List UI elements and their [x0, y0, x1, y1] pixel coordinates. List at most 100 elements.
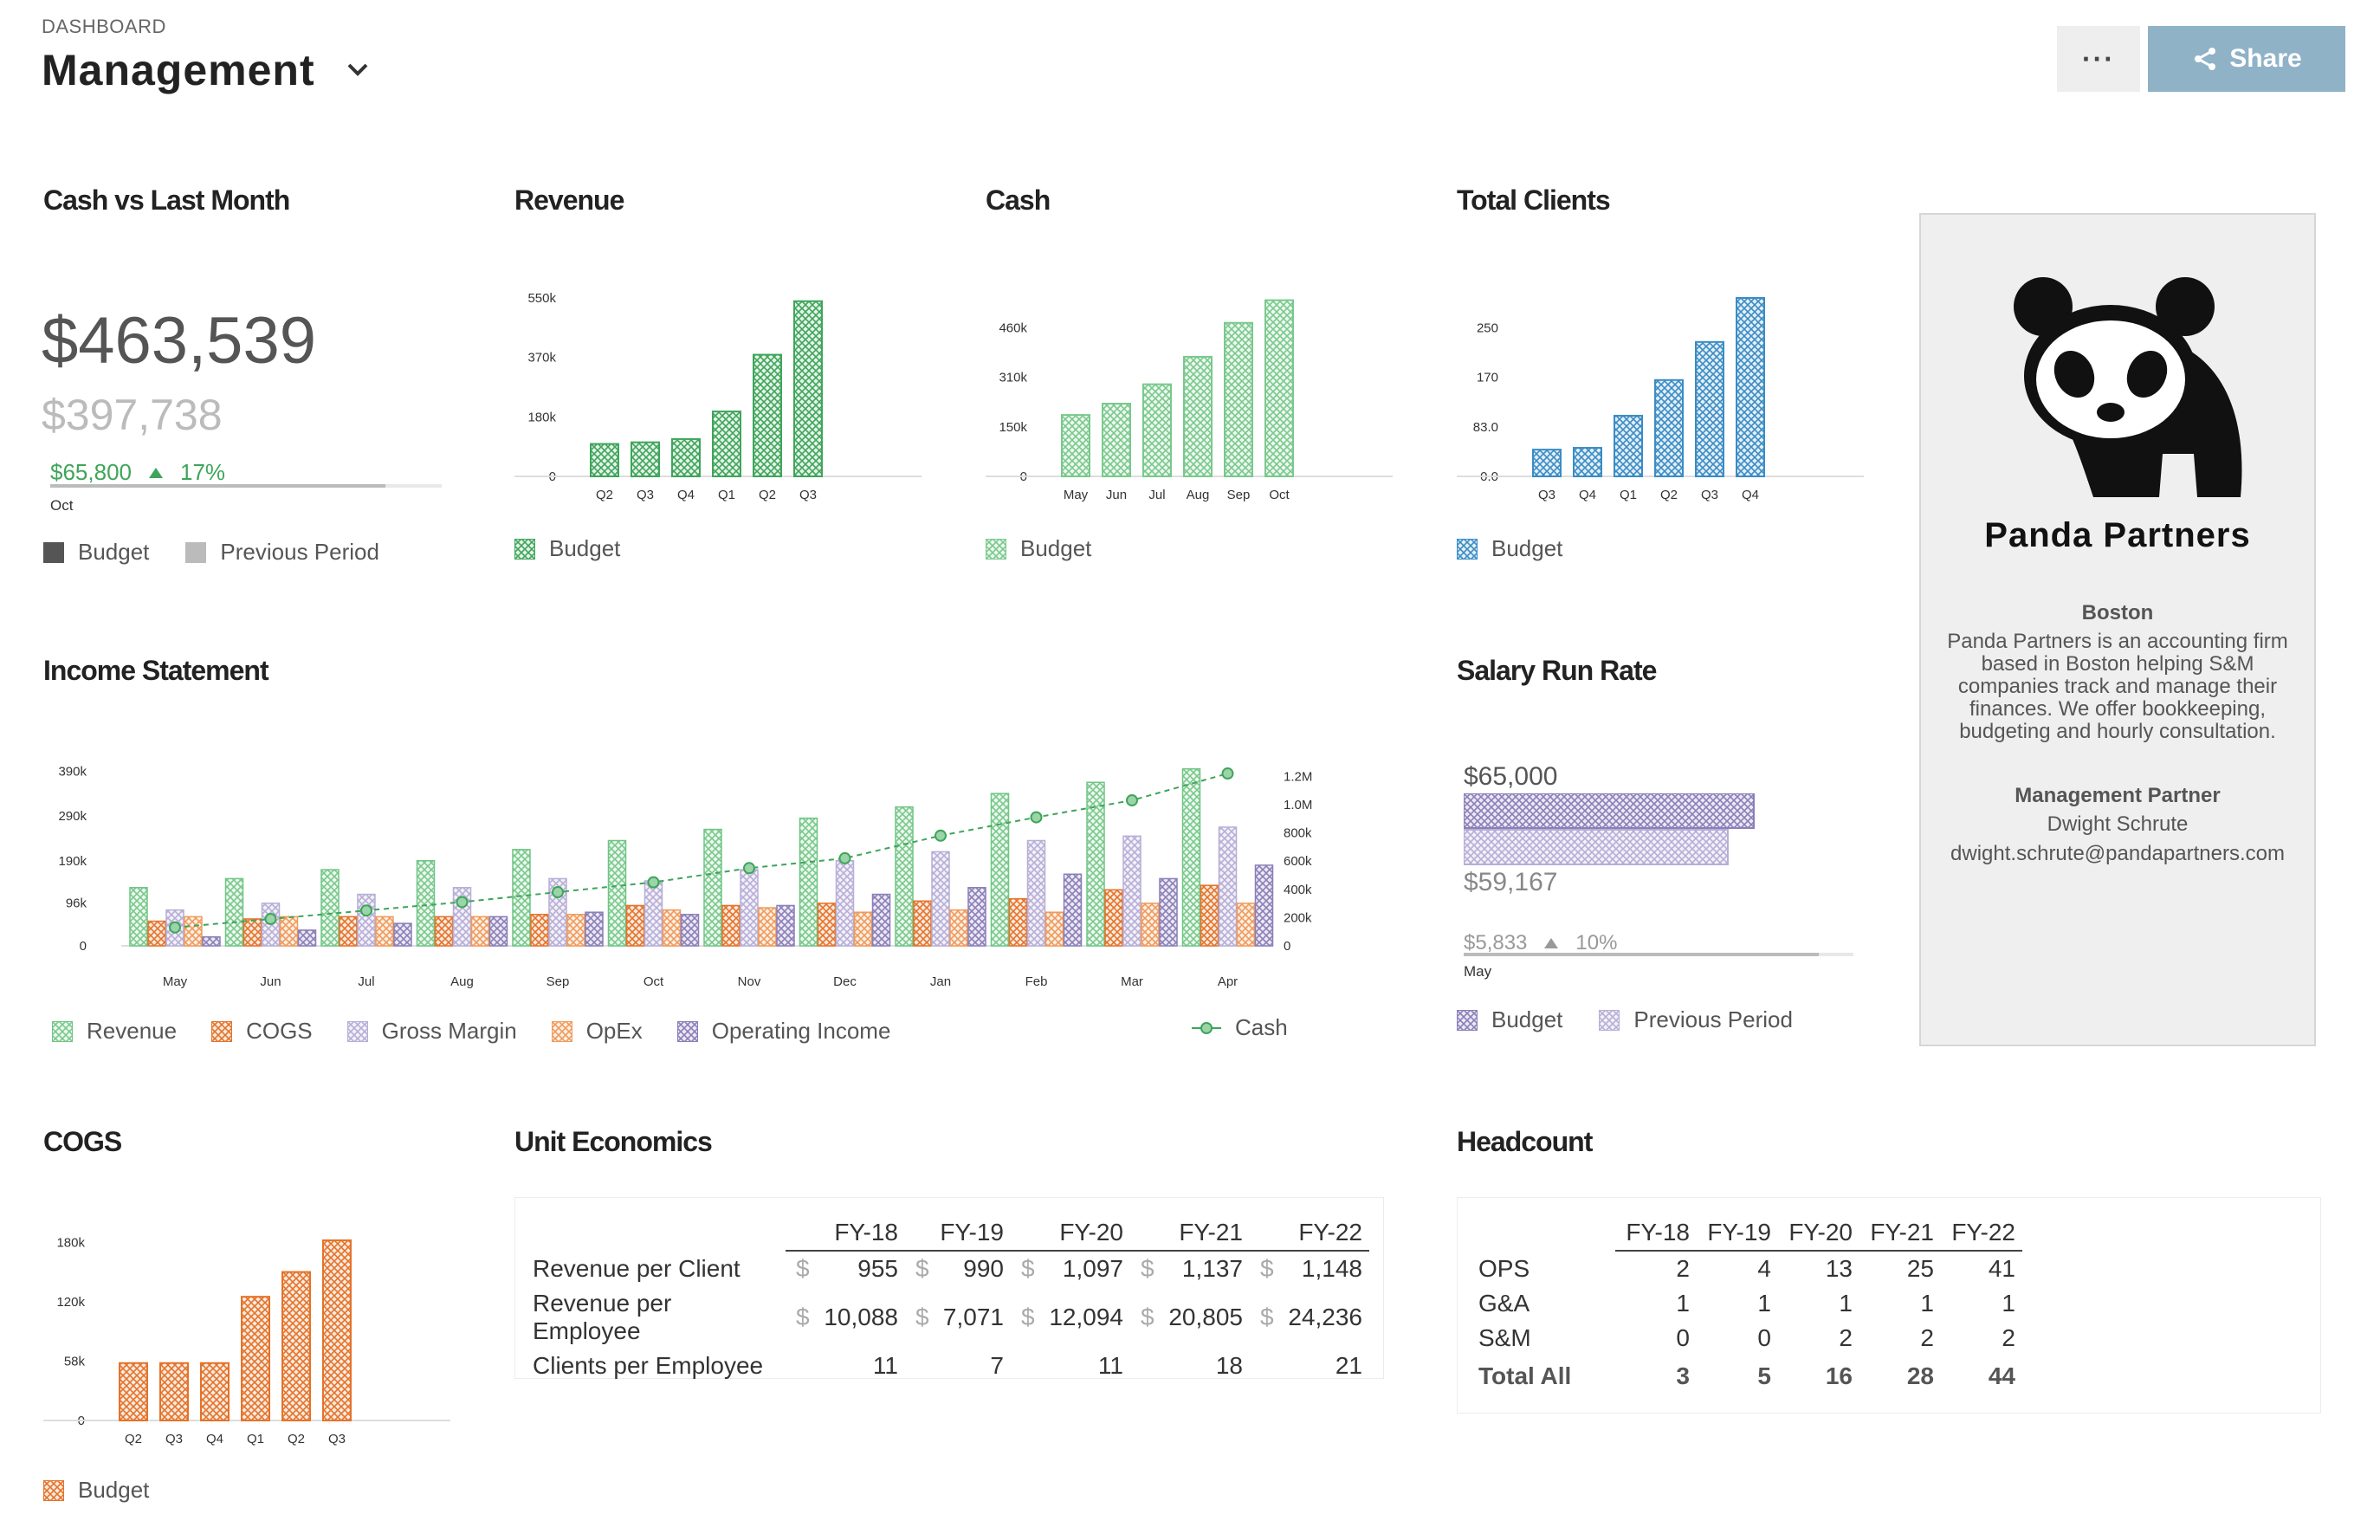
bar-operating-income[interactable]: [488, 916, 508, 947]
bar[interactable]: [671, 437, 701, 478]
bar-opex[interactable]: [470, 916, 490, 947]
bar-operating-income[interactable]: [297, 929, 317, 947]
bar[interactable]: [793, 300, 823, 478]
bar-revenue[interactable]: [895, 806, 914, 947]
bar-gross-margin[interactable]: [835, 860, 855, 947]
bar-opex[interactable]: [1236, 903, 1256, 947]
bar-revenue[interactable]: [416, 860, 436, 947]
bar-cogs[interactable]: [530, 914, 549, 947]
bar[interactable]: [1736, 297, 1765, 477]
bar-operating-income[interactable]: [967, 887, 986, 947]
bar-operating-income[interactable]: [776, 904, 795, 947]
bar-operating-income[interactable]: [680, 914, 700, 947]
bar[interactable]: [1695, 340, 1724, 477]
bar-revenue[interactable]: [703, 828, 722, 947]
bar[interactable]: [712, 411, 741, 477]
bar-opex[interactable]: [1044, 911, 1064, 947]
bar[interactable]: [1142, 383, 1172, 477]
bar-revenue[interactable]: [320, 869, 340, 947]
bar[interactable]: [119, 1362, 148, 1421]
cash-point[interactable]: [1126, 794, 1138, 807]
cash-point[interactable]: [169, 921, 181, 934]
bar-operating-income[interactable]: [1254, 864, 1274, 947]
bar-operating-income[interactable]: [871, 893, 891, 947]
bar-gross-margin[interactable]: [931, 851, 950, 947]
bar-cogs[interactable]: [1008, 897, 1028, 947]
bar-gross-margin[interactable]: [740, 869, 759, 947]
cash-point[interactable]: [1221, 767, 1234, 780]
bar-revenue[interactable]: [1086, 781, 1105, 947]
bar-revenue[interactable]: [224, 877, 244, 947]
chevron-down-icon[interactable]: [342, 54, 373, 85]
legend-swatch-cogs: [211, 1020, 233, 1042]
bar-cogs[interactable]: [243, 918, 262, 947]
cash-point[interactable]: [838, 851, 851, 864]
bar-operating-income[interactable]: [1159, 877, 1178, 947]
bar[interactable]: [1573, 447, 1602, 477]
bar-cogs[interactable]: [339, 916, 358, 947]
bar-revenue[interactable]: [1181, 768, 1201, 947]
cash-point[interactable]: [552, 886, 564, 899]
contact-email-link[interactable]: dwight.schrute@pandapartners.com: [1950, 842, 2285, 865]
bar-opex[interactable]: [279, 916, 299, 947]
bar[interactable]: [1264, 299, 1294, 477]
bar[interactable]: [753, 353, 782, 477]
bar-operating-income[interactable]: [585, 911, 604, 947]
bar[interactable]: [322, 1239, 352, 1421]
bar[interactable]: [1061, 414, 1090, 478]
cash-point[interactable]: [647, 876, 660, 889]
bar-opex[interactable]: [758, 907, 777, 947]
contact-name: Dwight Schrute: [2047, 812, 2189, 836]
bar[interactable]: [1532, 449, 1562, 478]
bar-revenue[interactable]: [990, 793, 1010, 947]
bar[interactable]: [241, 1296, 270, 1422]
bar-gross-margin[interactable]: [357, 893, 376, 947]
bar-cogs[interactable]: [1200, 884, 1219, 947]
bar-cogs[interactable]: [817, 903, 837, 947]
bar-revenue[interactable]: [512, 849, 531, 947]
bar-cogs[interactable]: [1104, 889, 1123, 947]
cash-point[interactable]: [456, 896, 469, 909]
bar[interactable]: [1183, 355, 1213, 477]
bar-cogs[interactable]: [434, 916, 454, 947]
bar-operating-income[interactable]: [393, 922, 412, 947]
bar[interactable]: [281, 1271, 311, 1421]
cash-point[interactable]: [743, 862, 755, 875]
bar-revenue[interactable]: [607, 839, 627, 947]
cash-point[interactable]: [360, 904, 372, 917]
bar-opex[interactable]: [853, 911, 873, 947]
bar[interactable]: [631, 441, 660, 478]
cash-point[interactable]: [264, 913, 277, 926]
cash-point[interactable]: [935, 829, 947, 842]
bar-opex[interactable]: [566, 914, 585, 947]
more-options-button[interactable]: ···: [2057, 26, 2140, 92]
bar-opex[interactable]: [375, 916, 394, 947]
bar-revenue[interactable]: [799, 817, 818, 947]
dashboard-title[interactable]: Management: [42, 46, 315, 94]
bar[interactable]: [1654, 379, 1684, 477]
share-button[interactable]: Share: [2148, 26, 2345, 92]
bar-cogs[interactable]: [625, 904, 645, 947]
bar-cogs[interactable]: [721, 904, 741, 947]
bar-cogs[interactable]: [147, 920, 166, 947]
bar-opex[interactable]: [1141, 903, 1160, 947]
bar[interactable]: [1102, 403, 1131, 477]
bar[interactable]: [590, 443, 619, 477]
bar[interactable]: [159, 1362, 189, 1421]
bar-opex[interactable]: [184, 916, 203, 947]
bar[interactable]: [200, 1362, 230, 1421]
bar-operating-income[interactable]: [1063, 873, 1083, 947]
bar-operating-income[interactable]: [202, 935, 221, 947]
cash-point[interactable]: [1030, 811, 1043, 824]
bar[interactable]: [1614, 414, 1643, 478]
bar-gross-margin[interactable]: [1026, 839, 1046, 947]
bar-gross-margin[interactable]: [1122, 835, 1141, 947]
bar[interactable]: [1224, 321, 1253, 478]
bar-revenue[interactable]: [129, 887, 148, 947]
bar-gross-margin[interactable]: [644, 880, 663, 947]
bar-gross-margin[interactable]: [1218, 826, 1238, 947]
x-tick-label: Q2: [288, 1432, 305, 1446]
bar-opex[interactable]: [662, 909, 682, 947]
bar-cogs[interactable]: [913, 900, 932, 947]
bar-opex[interactable]: [949, 909, 968, 947]
